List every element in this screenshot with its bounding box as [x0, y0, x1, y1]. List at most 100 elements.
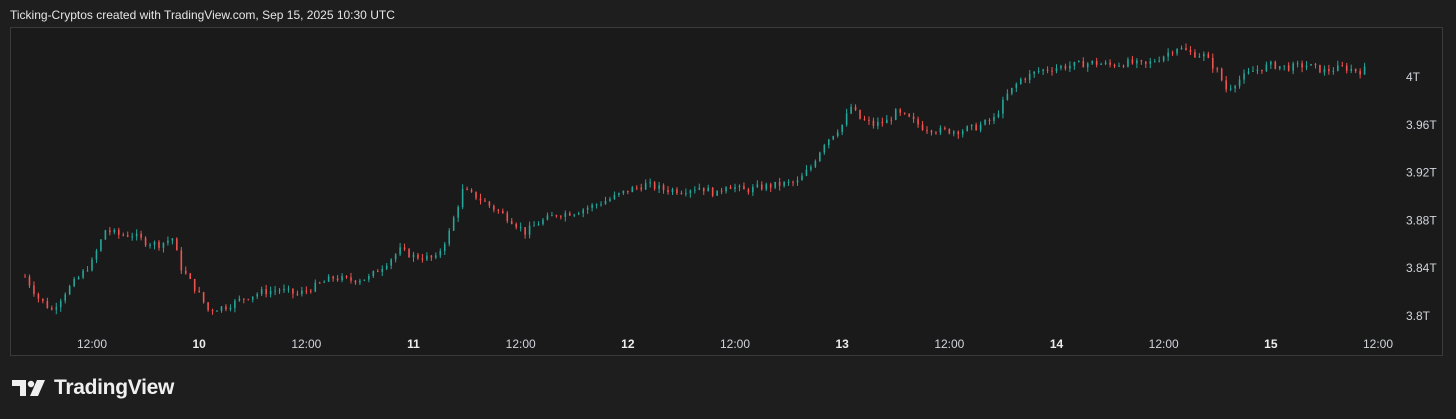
candle-body	[993, 116, 995, 121]
candle-body	[658, 185, 660, 189]
candle-body	[1131, 59, 1134, 64]
candle	[153, 240, 156, 250]
candle-body	[850, 106, 852, 114]
candle-body	[506, 213, 509, 221]
candle-body	[510, 220, 513, 224]
candle	[1042, 68, 1044, 76]
candle-body	[729, 187, 732, 189]
candle-body	[1024, 78, 1027, 80]
candle	[515, 222, 518, 230]
candle	[341, 273, 343, 283]
candle	[381, 265, 384, 277]
candle	[926, 126, 928, 134]
candle	[162, 242, 165, 253]
candle-body	[497, 209, 500, 211]
candle-body	[627, 190, 629, 193]
candle	[944, 126, 946, 131]
candle-body	[332, 276, 334, 279]
candle-body	[952, 131, 955, 134]
candle	[622, 190, 625, 195]
candle	[1238, 75, 1241, 89]
candle-body	[524, 227, 526, 235]
candle	[582, 208, 584, 218]
chart-panel[interactable]: 12:00 10 12:00 11 12:00 12 12:00 13 12:00 14 12:00…	[10, 27, 1443, 356]
candle-body	[421, 258, 424, 260]
candle-body	[859, 109, 861, 119]
candle	[140, 230, 142, 241]
candle-body	[390, 259, 392, 266]
candle-body	[1015, 83, 1018, 88]
candle	[1261, 69, 1263, 74]
candle	[91, 257, 93, 272]
candle	[269, 286, 272, 298]
candle-body	[685, 193, 687, 195]
candle	[877, 117, 879, 130]
candle	[823, 143, 826, 155]
candle-body	[86, 270, 89, 272]
candle	[1278, 66, 1281, 71]
candle	[408, 248, 410, 258]
candle-body	[1064, 65, 1067, 69]
candle-body	[1073, 61, 1076, 66]
candle	[470, 188, 473, 193]
candle	[278, 287, 281, 294]
candle-body	[823, 145, 826, 153]
x-tick-day-label: 14	[1050, 337, 1064, 351]
candle-body	[363, 279, 366, 281]
candle-body	[725, 187, 727, 192]
candle	[850, 103, 852, 115]
candle	[1158, 56, 1161, 63]
candle-body	[336, 278, 339, 281]
candle-body	[1203, 53, 1205, 57]
candle	[685, 188, 687, 197]
candle-body	[122, 234, 125, 236]
candle	[760, 181, 763, 191]
candle-body	[1341, 65, 1344, 67]
candle	[247, 298, 250, 301]
candle-body	[403, 247, 406, 250]
candle	[591, 203, 593, 212]
candle-body	[662, 185, 665, 190]
candle	[631, 185, 634, 193]
candle-body	[51, 307, 53, 310]
candle	[854, 104, 857, 112]
candle	[694, 186, 696, 194]
candle	[1292, 61, 1294, 75]
candle	[769, 182, 772, 192]
candle-body	[1243, 73, 1245, 80]
candle-body	[778, 181, 781, 186]
candle	[68, 284, 71, 296]
candle-body	[868, 119, 870, 121]
candle	[1216, 66, 1219, 73]
x-tick-time-label: 12:00	[934, 337, 964, 351]
candle	[1359, 68, 1361, 79]
candle	[238, 295, 241, 302]
candle	[144, 236, 147, 248]
candle	[743, 182, 745, 190]
candle	[100, 238, 102, 252]
candle	[1211, 53, 1214, 73]
candle	[488, 200, 491, 209]
candle-body	[309, 290, 312, 292]
candle	[287, 285, 290, 293]
candle	[796, 176, 799, 186]
candlestick-chart[interactable]: 12:00 10 12:00 11 12:00 12 12:00 13 12:00 14 12:00…	[11, 28, 1444, 357]
candle-body	[243, 298, 245, 300]
candle-body	[247, 299, 250, 301]
candle-body	[582, 209, 584, 214]
candle-body	[202, 292, 205, 303]
candle	[921, 121, 924, 131]
candle-body	[475, 191, 477, 199]
candle-body	[649, 182, 651, 184]
tradingview-brand[interactable]: TradingView	[12, 375, 174, 401]
candle-body	[1158, 60, 1161, 62]
candle	[836, 129, 839, 138]
candle-body	[234, 300, 236, 308]
candle-body	[305, 290, 308, 292]
candle-body	[1002, 99, 1004, 114]
candle	[524, 227, 526, 239]
candle-body	[488, 201, 491, 206]
candle	[345, 275, 348, 279]
candle-body	[502, 210, 504, 214]
candle	[28, 274, 31, 288]
